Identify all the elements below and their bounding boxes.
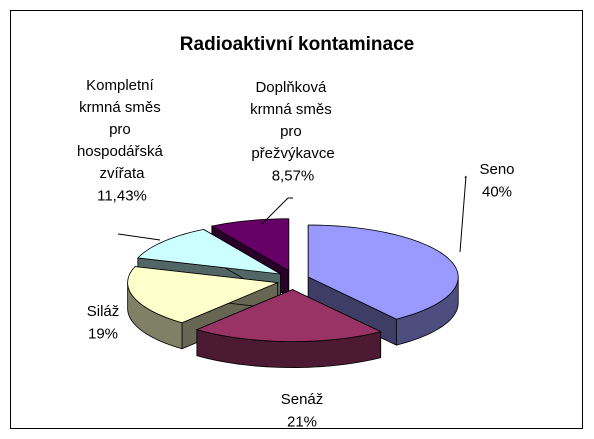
leader-line	[261, 197, 293, 225]
category-label: Siláž	[87, 303, 120, 320]
category-label: Kompletní krmná směs pro hospodářská zví…	[77, 77, 167, 182]
slice-top	[127, 266, 280, 324]
chart-title: Radioaktivní kontaminace	[180, 34, 414, 55]
slice-top	[307, 224, 459, 320]
slice-top	[195, 289, 382, 342]
value-label: 21%	[287, 413, 317, 430]
category-label: Senáž	[281, 391, 324, 408]
pie-slice	[307, 224, 459, 346]
leader-line	[117, 233, 161, 241]
value-label: 8,57%	[272, 167, 315, 184]
category-label: Doplňková krmná směs pro přežvýkavce	[250, 79, 336, 162]
category-label: Seno	[479, 161, 514, 178]
value-label: 11,43%	[97, 187, 147, 204]
value-label: 40%	[482, 183, 512, 200]
slice-top	[210, 218, 290, 272]
slice-top	[136, 228, 281, 275]
value-label: 19%	[88, 325, 118, 342]
pie-slice	[195, 288, 382, 368]
leader-line	[459, 175, 467, 253]
